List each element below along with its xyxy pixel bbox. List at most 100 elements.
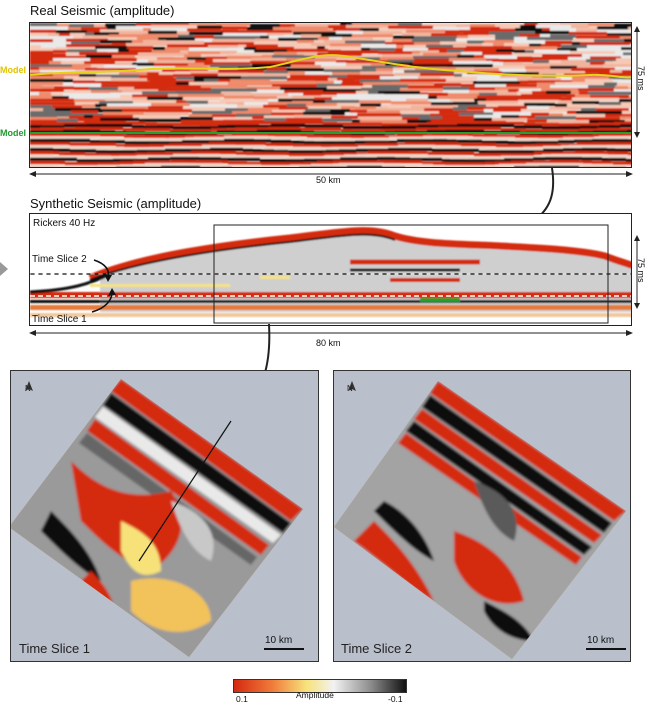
- seismic-band: [41, 44, 66, 49]
- seismic-band: [454, 73, 462, 78]
- seismic-band: [204, 78, 218, 83]
- seismic-band: [252, 57, 286, 62]
- seismic-band: [567, 110, 576, 114]
- seismic-band: [576, 117, 620, 121]
- seismic-band: [396, 154, 428, 158]
- seismic-band: [534, 50, 570, 54]
- seismic-band: [359, 100, 391, 104]
- seismic-band: [571, 23, 588, 26]
- seismic-band: [469, 87, 480, 91]
- seismic-band: [400, 111, 439, 115]
- seismic-band: [52, 105, 82, 109]
- seismic-band: [614, 121, 624, 125]
- seismic-band: [261, 165, 290, 167]
- seismic-band: [495, 36, 514, 41]
- seismic-band: [176, 100, 186, 104]
- seismic-band: [498, 105, 527, 110]
- seismic-band: [111, 78, 147, 82]
- seismic-band: [395, 157, 410, 161]
- seismic-band: [225, 108, 248, 112]
- seismic-band: [122, 108, 145, 113]
- seismic-band: [336, 59, 348, 64]
- seismic-band: [458, 143, 496, 147]
- seismic-band: [537, 82, 555, 86]
- seismic-band: [223, 119, 264, 123]
- colorbar-min-label: 0.1: [236, 694, 248, 704]
- seismic-band: [186, 100, 208, 104]
- seismic-band: [361, 47, 370, 51]
- seismic-band: [391, 101, 431, 105]
- seismic-band: [590, 56, 621, 60]
- seismic-band: [385, 41, 414, 46]
- seismic-band: [221, 29, 238, 33]
- seismic-band: [428, 92, 448, 96]
- seismic-band: [220, 154, 234, 158]
- seismic-band: [435, 145, 461, 149]
- seismic-band: [524, 122, 535, 126]
- seismic-band: [150, 80, 194, 84]
- seismic-band: [277, 95, 292, 100]
- seismic-band: [148, 59, 195, 64]
- seismic-band: [628, 86, 631, 90]
- seismic-band: [379, 28, 389, 32]
- seismic-band: [67, 49, 97, 53]
- seismic-band: [543, 148, 563, 152]
- seismic-band: [341, 106, 355, 110]
- seismic-band: [120, 94, 132, 99]
- seismic-band: [550, 65, 577, 70]
- seismic-band: [333, 27, 360, 32]
- seismic-band: [434, 135, 468, 140]
- seismic-band: [355, 140, 397, 144]
- seismic-band: [297, 39, 314, 44]
- seismic-band: [85, 67, 97, 71]
- seismic-band: [431, 33, 464, 37]
- seismic-band: [97, 48, 118, 53]
- seismic-band: [575, 150, 588, 155]
- seismic-band: [151, 27, 187, 32]
- seismic-band: [228, 161, 247, 165]
- seismic-band: [218, 69, 264, 74]
- seismic-band: [268, 126, 300, 131]
- seismic-band: [84, 61, 115, 65]
- seismic-band: [252, 30, 263, 34]
- seismic-band: [574, 139, 592, 143]
- seismic-band: [480, 87, 495, 91]
- seismic-band: [605, 113, 631, 118]
- seismic-band: [597, 127, 631, 131]
- seismic-band: [30, 56, 39, 60]
- seismic-band: [305, 108, 330, 113]
- seismic-band: [57, 23, 69, 28]
- seismic-band: [284, 34, 301, 39]
- seismic-band: [133, 160, 171, 164]
- seismic-band: [547, 119, 589, 124]
- seismic-band: [351, 135, 397, 139]
- map-1-label: Time Slice 1: [19, 641, 91, 656]
- seismic-band: [290, 164, 311, 167]
- seismic-band: [340, 157, 377, 161]
- seismic-band: [447, 49, 464, 53]
- seismic-band: [370, 47, 395, 52]
- seismic-band: [376, 68, 393, 72]
- seismic-band: [538, 85, 550, 89]
- seismic-band: [132, 97, 147, 101]
- seismic-band: [499, 163, 526, 167]
- real-seismic-image: [30, 23, 631, 167]
- seismic-band: [508, 89, 519, 93]
- seismic-band: [61, 60, 84, 65]
- seismic-band: [241, 76, 287, 80]
- seismic-band: [397, 147, 432, 152]
- seismic-band: [590, 95, 629, 99]
- seismic-band: [226, 124, 271, 129]
- seismic-band: [550, 84, 588, 89]
- seismic-band: [373, 97, 406, 101]
- seismic-band: [512, 52, 542, 57]
- seismic-band: [599, 72, 631, 77]
- seismic-band: [484, 55, 517, 59]
- seismic-band: [108, 37, 137, 41]
- seismic-band: [30, 119, 57, 123]
- seismic-band: [311, 163, 339, 167]
- seismic-band: [247, 161, 289, 166]
- seismic-band: [279, 106, 308, 110]
- seismic-band: [444, 155, 467, 159]
- seismic-band: [202, 144, 211, 149]
